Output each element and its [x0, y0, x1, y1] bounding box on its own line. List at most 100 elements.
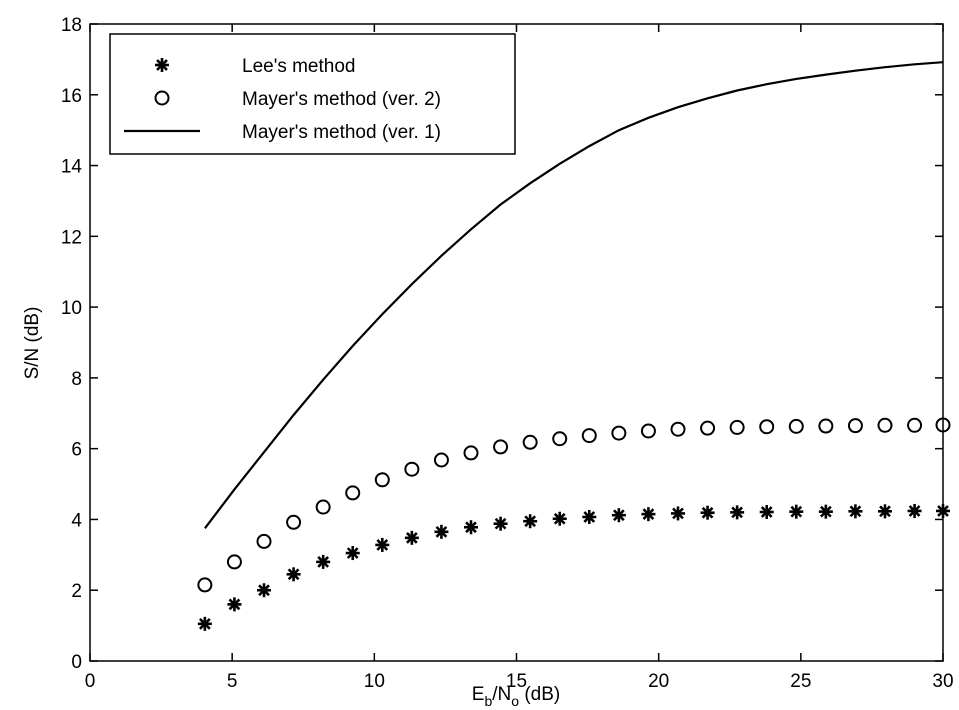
data-point-lee	[493, 516, 508, 531]
data-point-lee	[877, 504, 892, 519]
data-point-lee	[936, 503, 950, 518]
star-stroke	[583, 511, 596, 523]
x-tick-label: 10	[364, 671, 385, 692]
data-point-lee	[316, 554, 331, 569]
star-stroke	[937, 505, 949, 517]
data-point-lee	[404, 530, 419, 545]
legend-symbols	[124, 58, 200, 133]
star-stroke	[228, 598, 241, 611]
data-point-mayer-v2	[670, 421, 686, 437]
data-point-lee	[818, 504, 833, 519]
data-point-mayer-v2	[197, 577, 213, 593]
star-stroke	[553, 512, 566, 525]
star-stroke	[701, 506, 714, 519]
y-tick-label: 4	[71, 510, 82, 531]
star-stroke	[819, 505, 832, 518]
star-stroke	[642, 508, 655, 521]
star-stroke	[156, 59, 168, 71]
data-point-lee	[197, 616, 212, 631]
star-stroke	[465, 521, 477, 534]
data-point-lee	[611, 508, 626, 523]
star-stroke	[849, 505, 862, 518]
star-stroke	[199, 617, 211, 630]
star-stroke	[287, 568, 300, 581]
star-stroke	[790, 505, 803, 518]
star-stroke	[612, 509, 625, 522]
star-stroke	[258, 584, 270, 597]
y-axis-label: S/N (dB)	[22, 307, 43, 380]
legend-label-mayer-v1: Mayer's method (ver. 1)	[242, 122, 441, 143]
data-point-mayer-v2	[847, 418, 863, 434]
data-point-mayer-v2	[877, 417, 893, 433]
x-axis-label-sub-o: o	[511, 693, 519, 709]
data-point-lee	[464, 520, 479, 535]
series-marks	[197, 61, 951, 631]
data-point-mayer-v2	[286, 514, 302, 530]
data-point-lee	[227, 597, 242, 612]
data-point-lee	[789, 504, 804, 519]
x-tick-label: 0	[85, 671, 96, 692]
data-point-mayer-v2	[581, 428, 597, 444]
x-tick-label: 20	[648, 671, 669, 692]
star-stroke	[494, 517, 507, 530]
data-point-lee	[286, 567, 301, 582]
data-point-mayer-v2	[700, 420, 716, 436]
x-axis-label-mid: /N	[492, 684, 511, 705]
star-stroke	[879, 505, 891, 518]
data-point-mayer-v2	[935, 417, 951, 433]
data-point-mayer-v2	[552, 431, 568, 447]
data-point-mayer-v2	[493, 439, 509, 455]
data-point-mayer-v2	[759, 419, 775, 435]
axis-ticks: 0 5 10 15 20 25 30 0 2 4 6 8 10 12 14 16 18	[61, 15, 954, 692]
star-stroke	[908, 505, 921, 517]
data-point-mayer-v2	[729, 419, 745, 435]
data-point-mayer-v2	[345, 485, 361, 501]
data-point-mayer-v2	[907, 417, 923, 433]
data-point-lee	[730, 505, 745, 520]
x-tick-label: 5	[227, 671, 238, 692]
data-point-lee	[700, 505, 715, 520]
data-point-mayer-v2	[315, 499, 331, 515]
star-stroke	[760, 506, 773, 518]
data-point-mayer-v2	[788, 418, 804, 434]
data-point-mayer-v2	[522, 434, 538, 450]
x-axis-label-main: E	[472, 684, 485, 705]
y-tick-label: 18	[61, 15, 82, 36]
data-point-lee	[375, 537, 390, 552]
x-tick-label: 30	[932, 671, 953, 692]
star-stroke	[317, 556, 330, 568]
y-tick-label: 10	[61, 298, 82, 319]
data-point-lee	[907, 503, 922, 518]
data-point-mayer-v2	[611, 425, 627, 441]
star-stroke	[672, 507, 684, 520]
data-point-lee	[257, 583, 272, 598]
data-point-lee	[552, 511, 567, 526]
data-point-lee	[848, 504, 863, 519]
legend-label-mayer-v2: Mayer's method (ver. 2)	[242, 89, 441, 110]
legend-symbol-mayer-v2	[154, 90, 170, 106]
y-tick-label: 6	[71, 440, 82, 461]
legend-symbol-lee	[155, 58, 169, 72]
star-stroke	[346, 547, 359, 559]
star-stroke	[405, 531, 418, 544]
data-point-lee	[671, 506, 686, 521]
star-stroke	[731, 506, 744, 519]
data-point-lee	[523, 514, 538, 529]
y-tick-label: 12	[61, 227, 82, 248]
data-point-mayer-v2	[433, 452, 449, 468]
data-point-mayer-v2	[463, 445, 479, 461]
data-point-mayer-v2	[404, 461, 420, 477]
data-point-lee	[641, 507, 656, 522]
data-point-mayer-v2	[256, 533, 272, 549]
data-point-mayer-v2	[374, 472, 390, 488]
x-axis-label-tail: (dB)	[519, 684, 560, 705]
data-point-mayer-v2	[818, 418, 834, 434]
data-point-mayer-v2	[226, 554, 242, 570]
data-point-lee	[582, 509, 597, 524]
data-point-lee	[759, 505, 774, 520]
data-point-lee	[345, 546, 360, 561]
legend-box	[109, 33, 516, 155]
legend-label-lee: Lee's method	[242, 56, 355, 77]
data-point-mayer-v2	[640, 423, 656, 439]
